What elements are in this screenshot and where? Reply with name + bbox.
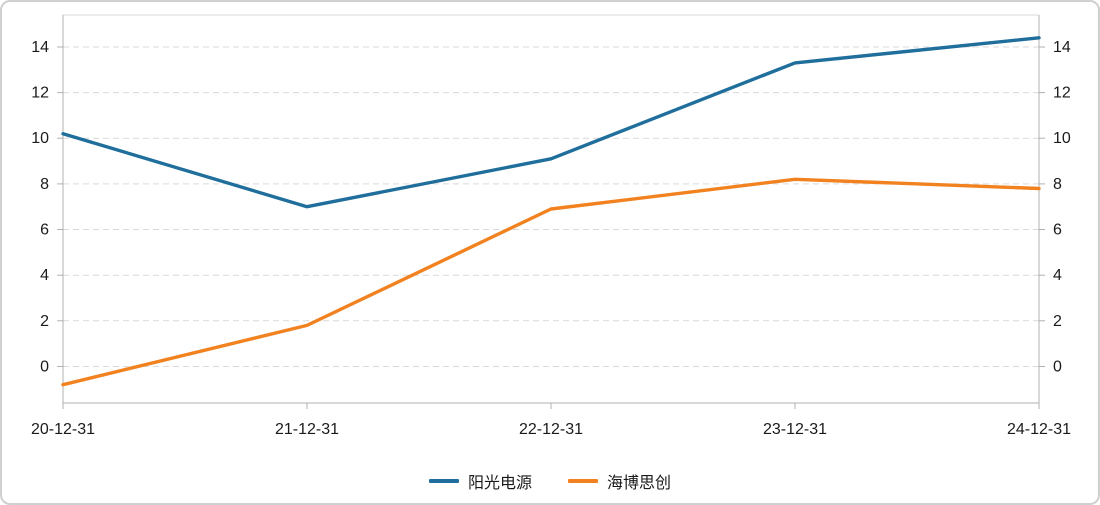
y-axis-label-right: 12 — [1053, 85, 1071, 102]
x-axis-label: 21-12-31 — [275, 421, 339, 438]
legend-label: 阳光电源 — [467, 475, 532, 492]
y-axis-label-left: 12 — [31, 85, 49, 102]
y-axis-label-right: 8 — [1053, 176, 1062, 193]
legend-label: 海博思创 — [607, 475, 672, 492]
y-axis-label-right: 6 — [1053, 222, 1062, 239]
y-axis-label-left: 0 — [40, 359, 49, 376]
chart-legend: 阳光电源 海博思创 — [2, 469, 1098, 493]
x-axis-label: 23-12-31 — [763, 421, 827, 438]
y-axis-label-left: 4 — [40, 267, 49, 284]
series-line-0 — [61, 36, 1041, 209]
line-chart: 0 0 2 2 4 4 6 6 8 8 10 10 12 12 14 14 20-12-31 21-12-31 22… — [31, 14, 1071, 438]
x-axis-label: 24-12-31 — [1007, 421, 1071, 438]
legend-line-swatch — [428, 479, 459, 483]
x-axis-label: 20-12-31 — [31, 421, 95, 438]
legend-item-0: 阳光电源 — [428, 469, 532, 493]
y-axis-label-right: 2 — [1053, 313, 1062, 330]
y-axis-label-right: 4 — [1053, 267, 1062, 284]
y-axis-label-left: 2 — [40, 313, 49, 330]
series-line-1 — [61, 177, 1041, 387]
legend-item-1: 海博思创 — [568, 469, 671, 493]
y-axis-label-left: 10 — [31, 130, 49, 147]
y-axis-label-left: 6 — [40, 222, 49, 239]
y-axis-label-left: 8 — [40, 176, 49, 193]
y-axis-label-right: 0 — [1053, 359, 1062, 376]
x-axis-label: 22-12-31 — [519, 421, 583, 438]
y-axis-label-left: 14 — [31, 39, 49, 56]
y-axis-label-right: 10 — [1053, 130, 1071, 147]
legend-line-swatch — [568, 479, 598, 483]
y-axis-label-right: 14 — [1053, 39, 1071, 56]
